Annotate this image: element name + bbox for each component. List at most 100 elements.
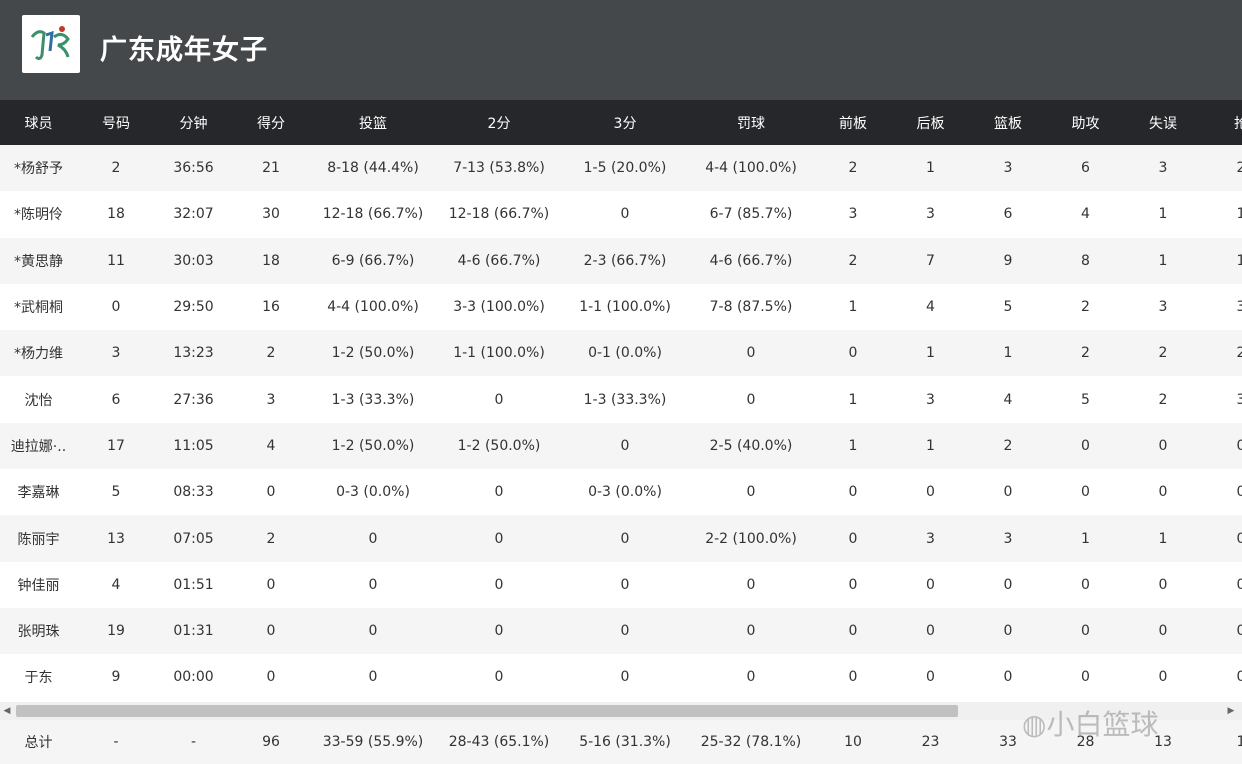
stat-cell: 0 xyxy=(1047,654,1124,701)
stat-cell: 0 xyxy=(814,330,892,377)
team-header: 广东成年女子 xyxy=(0,0,1242,100)
stat-cell: 0 xyxy=(969,654,1047,701)
totals-cell: 28-43 (65.1%) xyxy=(436,720,562,764)
column-header[interactable]: 分钟 xyxy=(155,100,232,145)
stat-cell: 27:36 xyxy=(155,376,232,423)
stat-cell: 1 xyxy=(1124,515,1202,562)
stat-cell: 12-18 (66.7%) xyxy=(310,191,436,238)
table-row[interactable]: *黄思静 11 30:03 18 6-9 (66.7%) 4-6 (66.7%) 2-3 (… xyxy=(0,237,1242,284)
totals-cell: 1 xyxy=(1202,720,1242,764)
column-header[interactable]: 3分 xyxy=(562,100,688,145)
stat-cell: 0 xyxy=(1047,422,1124,470)
stat-cell: 1-3 (33.3%) xyxy=(562,376,688,423)
stat-cell: 0 xyxy=(436,469,562,516)
stat-cell: 5 xyxy=(77,469,155,516)
column-header[interactable]: 后板 xyxy=(892,100,969,145)
horizontal-scrollbar[interactable]: ◀ ▶ xyxy=(0,702,1242,720)
stat-cell: 2 xyxy=(814,145,892,192)
table-row[interactable]: 钟佳丽 4 01:51 0 0 0 0 0 0 0 0 0 0 0 xyxy=(0,561,1242,608)
stat-cell: 0 xyxy=(310,607,436,655)
table-row[interactable]: 于东 9 00:00 0 0 0 0 0 0 0 0 0 0 0 xyxy=(0,654,1242,701)
stat-cell: 07:05 xyxy=(155,515,232,562)
player-name-cell: 沈怡 xyxy=(0,376,77,423)
stat-cell: 3 xyxy=(1124,283,1202,331)
stat-cell: 1 xyxy=(814,422,892,470)
stat-cell: 1 xyxy=(814,376,892,423)
stat-cell: 8 xyxy=(1047,237,1124,284)
stat-cell: 2 xyxy=(1124,376,1202,423)
column-header[interactable]: 罚球 xyxy=(688,100,814,145)
stat-cell: 0 xyxy=(1202,607,1242,655)
player-name-cell: 迪拉娜·.. xyxy=(0,422,77,470)
column-header[interactable]: 投篮 xyxy=(310,100,436,145)
stat-cell: 13:23 xyxy=(155,330,232,377)
column-header[interactable]: 号码 xyxy=(77,100,155,145)
stat-cell: 3 xyxy=(77,330,155,377)
stat-cell: 4-4 (100.0%) xyxy=(688,145,814,192)
stat-cell: 4 xyxy=(1047,191,1124,238)
stat-cell: 30:03 xyxy=(155,237,232,284)
stat-cell: 0 xyxy=(310,561,436,608)
stat-cell: 3 xyxy=(892,515,969,562)
stat-cell: 0 xyxy=(688,469,814,516)
stat-cell: 0 xyxy=(1047,561,1124,608)
table-row[interactable]: *杨舒予 2 36:56 21 8-18 (44.4%) 7-13 (53.8%) 1-5 … xyxy=(0,145,1242,192)
column-header[interactable]: 2分 xyxy=(436,100,562,145)
stat-cell: 11:05 xyxy=(155,422,232,470)
totals-cell: 13 xyxy=(1124,720,1202,764)
stat-cell: 0 xyxy=(1124,422,1202,470)
stat-cell: 2 xyxy=(1047,283,1124,331)
stat-cell: 0 xyxy=(1047,607,1124,655)
scrollbar-thumb[interactable] xyxy=(16,705,958,717)
table-row[interactable]: *陈明伶 18 32:07 30 12-18 (66.7%) 12-18 (66.7%) 0… xyxy=(0,191,1242,238)
stat-cell: 3 xyxy=(892,376,969,423)
stat-cell: 2 xyxy=(1124,330,1202,377)
scroll-left-arrow-icon[interactable]: ◀ xyxy=(3,706,11,716)
stat-cell: 2-2 (100.0%) xyxy=(688,515,814,562)
player-name-cell: *陈明伶 xyxy=(0,191,77,238)
stat-cell: 0 xyxy=(232,469,310,516)
table-row[interactable]: 张明珠 19 01:31 0 0 0 0 0 0 0 0 0 0 0 xyxy=(0,607,1242,655)
stat-cell: 4 xyxy=(77,561,155,608)
column-header[interactable]: 球员 xyxy=(0,100,77,145)
stat-cell: 1-1 (100.0%) xyxy=(436,330,562,377)
stat-cell: 6-7 (85.7%) xyxy=(688,191,814,238)
stat-cell: 0 xyxy=(310,515,436,562)
table-row[interactable]: 李嘉琳 5 08:33 0 0-3 (0.0%) 0 0-3 (0.0%) 0 0 0 0 0 0 0 xyxy=(0,469,1242,516)
stat-cell: 11 xyxy=(77,237,155,284)
stat-cell: 0 xyxy=(688,561,814,608)
column-header[interactable]: 篮板 xyxy=(969,100,1047,145)
stat-cell: 1 xyxy=(892,422,969,470)
stat-cell: 19 xyxy=(77,607,155,655)
column-header[interactable]: 抢 xyxy=(1202,100,1242,145)
column-header[interactable]: 前板 xyxy=(814,100,892,145)
stat-cell: 4-4 (100.0%) xyxy=(310,283,436,331)
table-row[interactable]: *武桐桐 0 29:50 16 4-4 (100.0%) 3-3 (100.0%) 1-1 … xyxy=(0,283,1242,331)
totals-cell: 5-16 (31.3%) xyxy=(562,720,688,764)
player-name-cell: 张明珠 xyxy=(0,607,77,655)
stat-cell: 7 xyxy=(892,237,969,284)
player-name-cell: 李嘉琳 xyxy=(0,469,77,516)
stat-cell: 3-3 (100.0%) xyxy=(436,283,562,331)
stat-cell: 0 xyxy=(1124,561,1202,608)
stat-cell: 0 xyxy=(814,654,892,701)
totals-cell: 23 xyxy=(892,720,969,764)
stat-cell: 1-1 (100.0%) xyxy=(562,283,688,331)
table-row[interactable]: 迪拉娜·.. 17 11:05 4 1-2 (50.0%) 1-2 (50.0%) 0 2-5… xyxy=(0,422,1242,470)
stat-cell: 0 xyxy=(1202,561,1242,608)
stat-cell: 6-9 (66.7%) xyxy=(310,237,436,284)
table-row[interactable]: 陈丽宇 13 07:05 2 0 0 0 2-2 (100.0%) 0 3 3 1 1 0 xyxy=(0,515,1242,562)
player-name-cell: *武桐桐 xyxy=(0,283,77,331)
column-header[interactable]: 失误 xyxy=(1124,100,1202,145)
stat-cell: 9 xyxy=(77,654,155,701)
scroll-right-arrow-icon[interactable]: ▶ xyxy=(1227,706,1235,716)
column-header[interactable]: 助攻 xyxy=(1047,100,1124,145)
stat-cell: 0 xyxy=(1202,515,1242,562)
stat-cell: 0 xyxy=(77,283,155,331)
column-header[interactable]: 得分 xyxy=(232,100,310,145)
table-row[interactable]: 沈怡 6 27:36 3 1-3 (33.3%) 0 1-3 (33.3%) 0 1 3 4 5 2 3 xyxy=(0,376,1242,423)
stat-cell: 1 xyxy=(814,283,892,331)
stat-cell: 0 xyxy=(1124,654,1202,701)
stats-table-container[interactable]: 球员 号码 分钟 得分 投篮 2分 3分 罚球 前板 后板 篮板 助攻 失误抢 *杨舒予 2 36:56 21… xyxy=(0,100,1242,702)
table-row[interactable]: *杨力维 3 13:23 2 1-2 (50.0%) 1-1 (100.0%) 0-1 (0… xyxy=(0,330,1242,377)
